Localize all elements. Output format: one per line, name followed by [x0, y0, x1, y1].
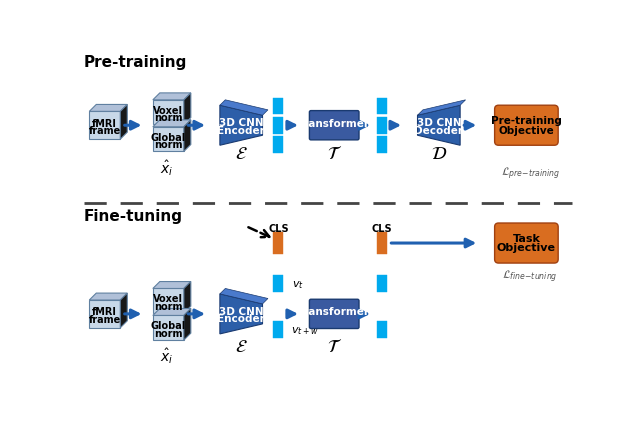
- FancyBboxPatch shape: [309, 111, 359, 140]
- Polygon shape: [153, 93, 191, 100]
- Polygon shape: [153, 309, 191, 316]
- Text: $v_t$: $v_t$: [292, 279, 304, 290]
- Text: 3D CNN: 3D CNN: [219, 118, 264, 128]
- Bar: [273, 117, 284, 134]
- Text: norm: norm: [154, 302, 182, 312]
- Text: CLS: CLS: [268, 224, 289, 234]
- Text: Encoder: Encoder: [218, 314, 265, 324]
- Bar: [377, 98, 387, 115]
- Text: Pre-training: Pre-training: [84, 55, 188, 70]
- Text: Transformer: Transformer: [298, 118, 370, 129]
- Text: $\mathcal{E}$: $\mathcal{E}$: [235, 338, 248, 356]
- Polygon shape: [90, 293, 127, 300]
- Text: Pre-training: Pre-training: [491, 116, 562, 126]
- Text: Objective: Objective: [497, 243, 556, 253]
- Text: Voxel: Voxel: [154, 105, 183, 115]
- Bar: [377, 275, 387, 292]
- Polygon shape: [153, 289, 184, 313]
- Text: $\mathcal{T}$: $\mathcal{T}$: [326, 145, 342, 164]
- FancyBboxPatch shape: [495, 105, 558, 145]
- Text: norm: norm: [154, 113, 182, 123]
- Polygon shape: [153, 282, 191, 289]
- Polygon shape: [120, 293, 127, 328]
- Polygon shape: [153, 127, 184, 151]
- Text: $\mathcal{L}_{pre\mathit{-}training}$: $\mathcal{L}_{pre\mathit{-}training}$: [500, 166, 560, 182]
- Polygon shape: [153, 316, 184, 340]
- Bar: [273, 136, 284, 153]
- Polygon shape: [220, 100, 268, 115]
- Text: Voxel: Voxel: [154, 294, 183, 304]
- Text: frame: frame: [89, 126, 121, 136]
- Polygon shape: [220, 289, 268, 304]
- Text: 3D CNN: 3D CNN: [417, 118, 461, 128]
- Bar: [273, 275, 284, 292]
- Text: Objective: Objective: [499, 125, 554, 135]
- Polygon shape: [417, 105, 460, 145]
- Polygon shape: [153, 100, 184, 125]
- Text: frame: frame: [89, 315, 121, 325]
- Text: $\hat{x}_i$: $\hat{x}_i$: [160, 346, 173, 366]
- Text: $\mathcal{D}$: $\mathcal{D}$: [431, 145, 447, 164]
- Bar: [377, 321, 387, 338]
- Text: norm: norm: [154, 329, 182, 339]
- Bar: [377, 232, 387, 254]
- Text: 3D CNN: 3D CNN: [219, 306, 264, 316]
- Text: $v_{t+w}$: $v_{t+w}$: [291, 325, 318, 337]
- Polygon shape: [184, 309, 191, 340]
- Text: CLS: CLS: [372, 224, 392, 234]
- Bar: [273, 321, 284, 338]
- Text: $\hat{x}_i$: $\hat{x}_i$: [160, 158, 173, 178]
- Bar: [377, 136, 387, 153]
- Text: $\mathcal{E}$: $\mathcal{E}$: [235, 145, 248, 164]
- Polygon shape: [184, 93, 191, 125]
- Text: fMRI: fMRI: [92, 118, 117, 129]
- Polygon shape: [417, 100, 465, 115]
- Polygon shape: [220, 294, 262, 334]
- Bar: [273, 98, 284, 115]
- Polygon shape: [90, 300, 120, 328]
- Text: norm: norm: [154, 140, 182, 150]
- FancyBboxPatch shape: [309, 299, 359, 329]
- Text: Task: Task: [513, 234, 540, 244]
- Polygon shape: [120, 105, 127, 139]
- Polygon shape: [184, 282, 191, 313]
- Text: fMRI: fMRI: [92, 307, 117, 317]
- Text: $\mathcal{T}$: $\mathcal{T}$: [326, 338, 342, 356]
- Polygon shape: [220, 105, 262, 145]
- Text: Decoder: Decoder: [414, 125, 463, 135]
- Text: Encoder: Encoder: [218, 125, 265, 135]
- Text: $\mathcal{L}_{fine\mathit{-}tuning}$: $\mathcal{L}_{fine\mathit{-}tuning}$: [502, 269, 558, 285]
- FancyBboxPatch shape: [495, 223, 558, 263]
- Polygon shape: [90, 112, 120, 139]
- Text: Global: Global: [151, 321, 186, 331]
- Polygon shape: [90, 105, 127, 112]
- Bar: [377, 117, 387, 134]
- Text: Fine-tuning: Fine-tuning: [84, 209, 183, 224]
- Polygon shape: [153, 120, 191, 127]
- Polygon shape: [184, 120, 191, 151]
- Bar: [273, 232, 284, 254]
- Text: Global: Global: [151, 132, 186, 142]
- Text: Transformer: Transformer: [298, 307, 370, 317]
